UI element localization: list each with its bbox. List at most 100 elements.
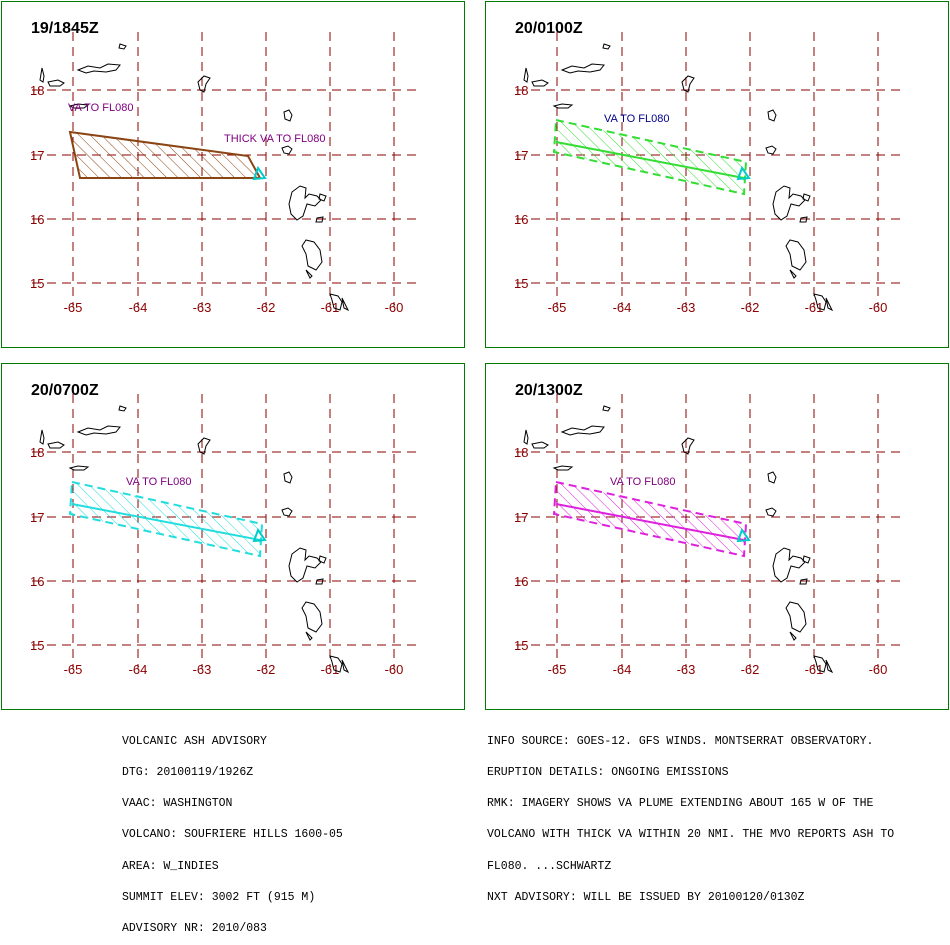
- longitude-tick-label: -65: [64, 300, 83, 315]
- island-outline: [329, 293, 343, 311]
- longitude-tick-label: -64: [129, 300, 148, 315]
- island-outline: [281, 507, 293, 517]
- latitude-tick-label: 18: [30, 445, 44, 460]
- ash-plume-polygon: [552, 480, 748, 558]
- island-outline: [283, 109, 293, 122]
- latitude-tick-label: 17: [30, 510, 44, 525]
- island-outline: [288, 547, 322, 583]
- latitude-tick-label: 16: [514, 574, 528, 589]
- map-panel-2: 18 17 16 15 -65 -64 -63 -62 -61 -60 VA TO FL080 20…: [485, 1, 949, 348]
- panel-time-label: 20/1300Z: [515, 382, 583, 399]
- advisory-header-text: VOLCANIC ASH ADVISORY DTG: 20100119/1926…: [122, 716, 343, 945]
- island-outline: [785, 239, 807, 271]
- advisory-line: VOLCANIC ASH ADVISORY: [122, 734, 267, 748]
- island-outline: [341, 297, 350, 312]
- advisory-line: ADVISORY NR: 2010/083: [122, 922, 267, 936]
- map-canvas: 18 17 16 15 -65 -64 -63 -62 -61 -60 VA TO FL080 THI…: [30, 32, 422, 315]
- advisory-line: ERUPTION DETAILS: ONGOING EMISSIONS: [487, 766, 729, 780]
- island-outline: [767, 471, 777, 484]
- island-outline: [301, 239, 323, 271]
- ash-label: VA TO FL080: [68, 102, 133, 114]
- advisory-line: FL080. ...SCHWARTZ: [487, 859, 612, 873]
- island-outline: [76, 63, 121, 74]
- island-outline: [825, 297, 834, 312]
- island-outline: [301, 601, 323, 633]
- island-outline: [813, 293, 827, 311]
- island-outline: [523, 429, 529, 445]
- island-outline: [560, 425, 605, 436]
- latitude-tick-label: 17: [514, 148, 528, 163]
- volcano-marker: [736, 527, 751, 543]
- island-outline: [76, 425, 121, 436]
- island-outline: [681, 437, 695, 455]
- map-panel-1: 18 17 16 15 -65 -64 -63 -62 -61 -60 VA TO FL080 THI…: [1, 1, 465, 348]
- island-outline: [799, 216, 808, 223]
- longitude-tick-label: -62: [741, 300, 760, 315]
- longitude-tick-label: -61: [805, 662, 824, 677]
- advisory-line: RMK: IMAGERY SHOWS VA PLUME EXTENDING AB…: [487, 797, 874, 811]
- longitude-tick-label: -64: [613, 662, 632, 677]
- longitude-tick-label: -63: [677, 662, 696, 677]
- advisory-line: NXT ADVISORY: WILL BE ISSUED BY 20100120…: [487, 890, 805, 904]
- island-outline: [281, 145, 293, 155]
- plume-axis-line: [71, 503, 261, 541]
- island-outline: [767, 109, 777, 122]
- advisory-line: VAAC: WASHINGTON: [122, 797, 233, 811]
- island-outline: [68, 103, 90, 109]
- island-outline: [552, 103, 574, 109]
- longitude-tick-label: -60: [869, 300, 888, 315]
- panel-time-label: 20/0100Z: [515, 20, 583, 37]
- longitude-tick-label: -60: [869, 662, 888, 677]
- island-outline: [531, 441, 549, 449]
- island-outline: [39, 67, 45, 83]
- island-outline: [47, 79, 65, 87]
- panel-time-label: 19/1845Z: [31, 20, 99, 37]
- island-outline: [602, 405, 611, 412]
- longitude-tick-label: -62: [741, 662, 760, 677]
- island-outline: [813, 655, 827, 673]
- island-outline: [305, 269, 313, 279]
- advisory-details-text: INFO SOURCE: GOES-12. GFS WINDS. MONTSER…: [487, 716, 894, 914]
- ash-plume-polygon: [68, 480, 264, 558]
- island-outline: [789, 269, 797, 279]
- longitude-tick-label: -60: [385, 300, 404, 315]
- map-canvas: 18 17 16 15 -65 -64 -63 -62 -61 -60 VA TO FL080: [514, 32, 906, 315]
- ash-label: VA TO FL080: [604, 113, 669, 125]
- ash-label: VA TO FL080: [126, 476, 191, 488]
- island-outline: [68, 465, 90, 471]
- panel-time-label: 20/0700Z: [31, 382, 99, 399]
- longitude-tick-label: -61: [321, 300, 340, 315]
- latitude-tick-label: 16: [30, 212, 44, 227]
- longitude-tick-label: -62: [257, 662, 276, 677]
- longitude-tick-label: -62: [257, 300, 276, 315]
- island-outline: [315, 216, 324, 223]
- island-outline: [789, 631, 797, 641]
- advisory-line: SUMMIT ELEV: 3002 FT (915 M): [122, 890, 316, 904]
- longitude-tick-label: -60: [385, 662, 404, 677]
- island-outline: [305, 631, 313, 641]
- island-outline: [47, 441, 65, 449]
- advisory-line: VOLCANO WITH THICK VA WITHIN 20 NMI. THE…: [487, 828, 895, 842]
- island-outline: [765, 145, 777, 155]
- island-outline: [39, 429, 45, 445]
- island-outline: [560, 63, 605, 74]
- latitude-tick-label: 15: [30, 638, 44, 653]
- longitude-tick-label: -65: [548, 300, 567, 315]
- island-outline: [602, 43, 611, 50]
- longitude-tick-label: -64: [613, 300, 632, 315]
- island-outline: [318, 555, 327, 564]
- island-outline: [315, 578, 324, 585]
- map-canvas: 18 17 16 15 -65 -64 -63 -62 -61 -60 VA TO FL080: [30, 394, 422, 677]
- longitude-tick-label: -64: [129, 662, 148, 677]
- island-outline: [772, 185, 806, 221]
- island-outline: [283, 471, 293, 484]
- latitude-tick-label: 15: [30, 276, 44, 291]
- ash-plume-polygon: [552, 118, 748, 196]
- longitude-tick-label: -61: [805, 300, 824, 315]
- ash-label: THICK VA TO FL080: [224, 133, 326, 145]
- latitude-tick-label: 17: [514, 510, 528, 525]
- island-outline: [118, 43, 127, 50]
- island-outline: [802, 555, 811, 564]
- island-outline: [329, 655, 343, 673]
- island-outline: [318, 193, 327, 202]
